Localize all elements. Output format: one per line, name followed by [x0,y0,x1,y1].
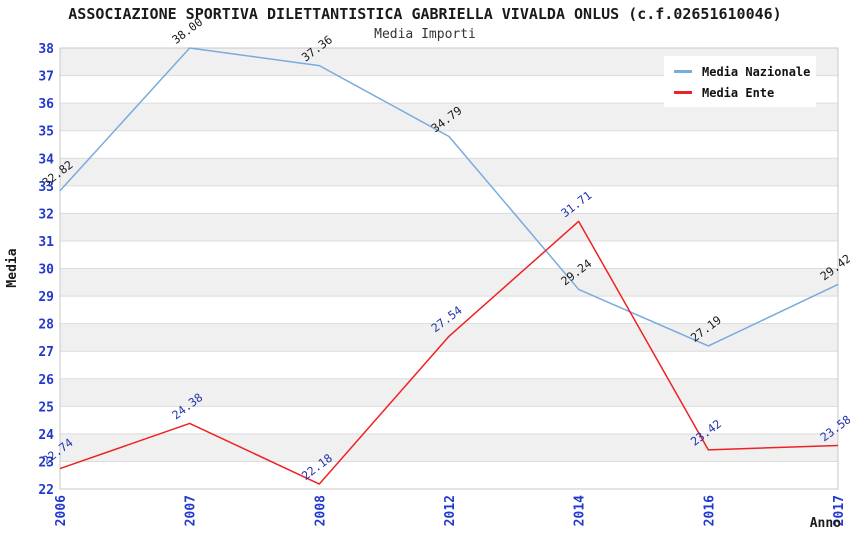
plot-band [60,158,838,186]
chart-title: ASSOCIAZIONE SPORTIVA DILETTANTISTICA GA… [68,5,782,23]
y-tick-label: 28 [38,318,54,333]
y-tick-label: 22 [38,483,54,498]
y-tick-label: 32 [38,207,54,222]
plot-band [60,378,838,407]
y-tick-label: 30 [38,263,54,278]
legend-line-swatch-icon [674,70,692,73]
plot-bands-layer [60,48,838,462]
axis-ticks-layer: 22 23 24 25 26 27 28 29 30 31 32 33 34 35 36 37 38 2006 20… [38,42,847,526]
x-tick-label: 2012 [443,495,458,526]
x-tick-label: 2008 [313,495,328,526]
y-tick-label: 29 [38,290,54,305]
plot-band [60,213,838,241]
series-layer [59,47,839,485]
plot-band [60,268,838,297]
y-tick-label: 33 [38,180,54,195]
chart-subtitle: Media Importi [374,27,476,42]
legend-line-swatch-icon [674,91,692,94]
plot-band [60,433,838,462]
gridlines-layer [59,47,839,490]
legend-item-media-nazionale: Media Nazionale [674,61,816,82]
y-tick-label: 25 [38,400,54,415]
y-tick-label: 23 [38,455,54,470]
x-axis-title: Anno [810,516,841,531]
x-tick-label: 2007 [184,495,199,526]
series-line-media-nazionale [59,47,839,347]
plot-border [59,47,839,490]
x-tick-label: 2016 [702,495,717,526]
plot-band [60,103,838,131]
data-point-label: 38.00 [169,15,205,47]
y-tick-label: 26 [38,373,54,388]
y-tick-label: 24 [38,428,54,443]
x-tick-label: 2006 [54,495,69,526]
chart-legend: Media Nazionale Media Ente [664,56,816,107]
legend-label: Media Ente [702,85,775,100]
y-tick-label: 37 [38,70,54,85]
y-tick-label: 31 [38,235,54,250]
y-tick-label: 35 [38,125,54,140]
x-tick-label: 2017 [832,495,847,526]
y-tick-label: 38 [38,42,54,57]
y-tick-label: 27 [38,345,54,360]
x-tick-label: 2014 [573,495,588,526]
legend-label: Media Nazionale [702,64,811,79]
y-tick-label: 36 [38,97,54,112]
y-axis-title: Media [5,248,20,287]
y-tick-label: 34 [38,152,54,167]
legend-item-media-ente: Media Ente [674,82,816,103]
series-line-media-ente [59,220,839,485]
